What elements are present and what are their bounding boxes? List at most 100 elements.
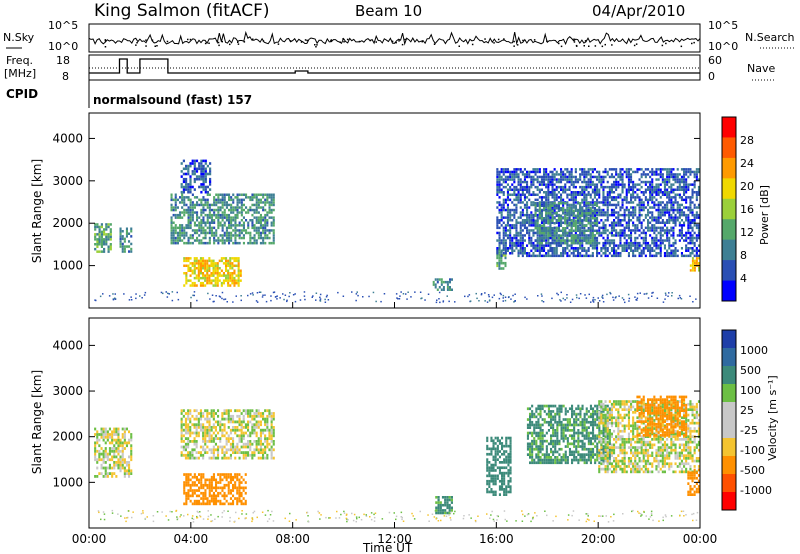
power-cell-6 [615, 203, 618, 207]
power-cell-6 [515, 175, 518, 179]
power-cell-4 [191, 269, 194, 272]
power-cell-2 [179, 239, 182, 242]
power-cell-6 [585, 188, 588, 191]
power-cell-2 [228, 239, 231, 242]
power-cell-6 [570, 244, 573, 247]
velocity-cell-0 [96, 466, 99, 470]
power-cell-6 [517, 244, 520, 247]
power-cell-6 [632, 221, 635, 224]
velocity-cell-0 [117, 463, 120, 467]
noise-search-dot [601, 45, 604, 48]
power-cell-3 [200, 167, 203, 171]
power-cell-6 [638, 244, 641, 247]
power-cell-3 [191, 172, 194, 176]
power-cell-6 [583, 216, 586, 219]
power-cell-6 [549, 193, 552, 196]
power-cell-6 [623, 244, 626, 247]
velocity-cell-1 [266, 437, 269, 440]
velocity-cell-1 [206, 412, 209, 415]
power-cell-0 [103, 228, 106, 231]
power-cell-7 [562, 202, 565, 205]
power-cell-6 [619, 221, 622, 224]
velocity-cell-1 [264, 440, 267, 443]
velocity-cell-2 [191, 481, 194, 484]
power-cell-2 [238, 206, 241, 209]
power-cell-6 [649, 188, 652, 191]
power-cell-6 [606, 239, 609, 242]
freq-tick-bottom: 8 [62, 70, 69, 83]
power-cell-6 [540, 183, 543, 186]
power-cell-6 [511, 208, 514, 212]
power-cell-6 [676, 168, 679, 171]
power-cell-6 [509, 178, 512, 181]
power-ground-speckle [410, 296, 412, 298]
power-cell-6 [657, 203, 660, 207]
power-cell-6 [570, 178, 573, 181]
power-cell-6 [666, 231, 669, 235]
power-ground-speckle [289, 292, 291, 294]
power-colorbar-tick: 20 [740, 180, 754, 193]
power-cell-2 [234, 224, 237, 227]
power-cell-6 [657, 213, 660, 217]
power-cell-6 [697, 191, 700, 194]
velocity-cell-1 [217, 456, 220, 460]
power-ground-speckle [576, 296, 578, 299]
power-cell-6 [613, 219, 616, 222]
power-cell-6 [502, 170, 505, 174]
power-cell-6 [621, 173, 624, 176]
power-cell-6 [695, 249, 698, 252]
velocity-cell-1 [187, 417, 190, 421]
velocity-cell-0 [117, 447, 120, 450]
power-cell-0 [94, 233, 97, 236]
velocity-cell-1 [270, 428, 273, 432]
velocity-cell-2 [225, 494, 228, 498]
power-cell-7 [538, 204, 541, 207]
power-cell-6 [640, 226, 643, 230]
power-cell-6 [653, 224, 656, 227]
power-cell-6 [549, 244, 552, 247]
power-cell-6 [680, 208, 683, 212]
power-cell-6 [697, 193, 700, 196]
velocity-cell-0 [125, 463, 128, 467]
velocity-cell-2 [223, 483, 226, 487]
power-cell-6 [619, 178, 622, 181]
power-cell-2 [191, 236, 194, 240]
power-ground-speckle [315, 292, 318, 294]
date-label: 04/Apr/2010 [592, 2, 685, 20]
power-cell-2 [234, 234, 237, 237]
velocity-cell-1 [184, 426, 187, 429]
velocity-cell-1 [223, 423, 226, 427]
velocity-cell-1 [184, 428, 187, 432]
power-cell-6 [581, 191, 584, 194]
power-cell-6 [577, 252, 580, 255]
power-cell-6 [598, 208, 601, 212]
power-cell-6 [606, 254, 609, 258]
power-cell-6 [617, 185, 620, 189]
power-cell-4 [208, 269, 211, 272]
power-cell-7 [583, 209, 586, 212]
power-cell-6 [670, 175, 673, 179]
power-cell-6 [498, 239, 501, 242]
power-cell-6 [640, 254, 643, 258]
power-cell-6 [526, 170, 529, 174]
noise-search-dot [522, 39, 524, 42]
power-cell-7 [547, 231, 550, 235]
velocity-cell-2 [236, 486, 239, 490]
power-cell-4 [212, 264, 215, 267]
power-cell-6 [663, 203, 666, 207]
power-cell-6 [557, 224, 560, 227]
noise-search-dot [104, 39, 107, 41]
power-ground-speckle [668, 292, 670, 294]
velocity-cell-1 [232, 426, 235, 429]
power-cell-6 [498, 175, 501, 179]
power-ground-speckle [99, 295, 102, 298]
power-cell-2 [259, 201, 262, 204]
power-cell-6 [680, 198, 683, 202]
power-ground-speckle [324, 301, 327, 303]
power-cell-6 [661, 201, 664, 204]
power-cell-6 [653, 191, 656, 194]
power-cell-6 [596, 170, 599, 174]
power-cell-6 [585, 173, 588, 176]
power-cell-4 [204, 284, 207, 287]
power-cell-6 [657, 216, 660, 219]
